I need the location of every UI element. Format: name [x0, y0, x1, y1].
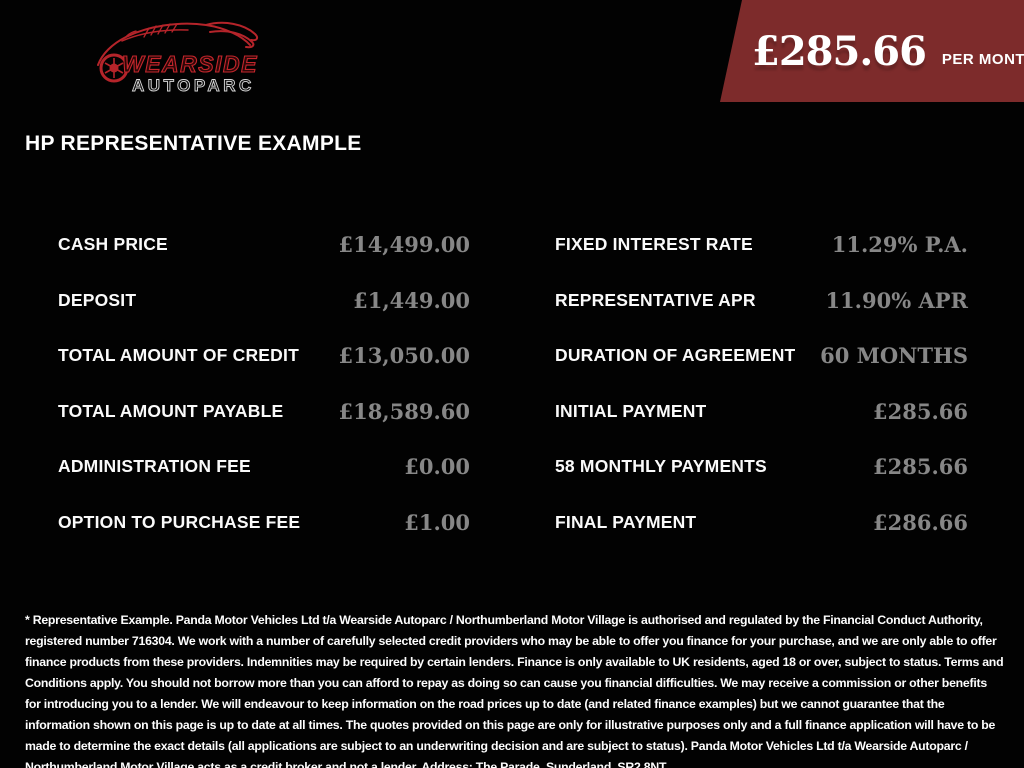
- table-row: TOTAL AMOUNT PAYABLE £18,589.60 INITIAL …: [0, 384, 1024, 440]
- table-row: DEPOSIT £1,449.00 REPRESENTATIVE APR 11.…: [0, 273, 1024, 329]
- admin-fee-label: ADMINISTRATION FEE: [58, 456, 251, 476]
- initial-payment-value: £285.66: [873, 398, 968, 424]
- price-banner: £285.66 PER MONTH*: [720, 0, 1024, 102]
- option-to-purchase-label: OPTION TO PURCHASE FEE: [58, 511, 301, 532]
- cash-price-value: £14,499.00: [338, 232, 470, 257]
- total-credit-label: TOTAL AMOUNT OF CREDIT: [58, 345, 299, 365]
- brand-name-bottom: AUTOPARC: [132, 76, 255, 95]
- table-row: TOTAL AMOUNT OF CREDIT £13,050.00 DURATI…: [0, 328, 1024, 384]
- table-row: OPTION TO PURCHASE FEE £1.00 FINAL PAYME…: [0, 495, 1024, 551]
- page-title: HP REPRESENTATIVE EXAMPLE: [25, 132, 362, 155]
- monthly-payments-value: £285.66: [873, 454, 968, 479]
- initial-payment-label: INITIAL PAYMENT: [555, 400, 707, 421]
- total-payable-value: £18,589.60: [338, 398, 470, 424]
- total-payable-label: TOTAL AMOUNT PAYABLE: [58, 400, 284, 421]
- brand-logo: WEARSIDE AUTOPARC: [92, 8, 264, 98]
- finance-table: CASH PRICE £14,499.00 FIXED INTEREST RAT…: [0, 217, 1024, 550]
- admin-fee-value: £0.00: [404, 454, 470, 479]
- deposit-label: DEPOSIT: [58, 289, 137, 310]
- disclaimer-text: * Representative Example. Panda Motor Ve…: [25, 613, 1004, 768]
- brand-wheel-icon: [99, 53, 129, 83]
- brand-logo-svg: WEARSIDE AUTOPARC: [97, 21, 259, 95]
- table-row: CASH PRICE £14,499.00 FIXED INTEREST RAT…: [0, 217, 1024, 273]
- table-row: ADMINISTRATION FEE £0.00 58 MONTHLY PAYM…: [0, 439, 1024, 495]
- final-payment-value: £286.66: [873, 509, 968, 535]
- brand-car-icon: [97, 21, 259, 66]
- per-month-label: PER MONTH*: [941, 50, 1024, 68]
- total-credit-value: £13,050.00: [338, 343, 470, 368]
- fixed-interest-rate-label: FIXED INTEREST RATE: [555, 234, 753, 254]
- cash-price-label: CASH PRICE: [58, 234, 168, 254]
- duration-value: 60 MONTHS: [820, 343, 968, 368]
- deposit-value: £1,449.00: [353, 287, 470, 313]
- representative-apr-value: 11.90% APR: [825, 287, 968, 313]
- monthly-payments-label: 58 MONTHLY PAYMENTS: [555, 456, 767, 476]
- representative-apr-label: REPRESENTATIVE APR: [555, 289, 756, 310]
- fixed-interest-rate-value: 11.29% P.A.: [831, 232, 968, 257]
- final-payment-label: FINAL PAYMENT: [555, 511, 697, 532]
- option-to-purchase-value: £1.00: [404, 509, 470, 535]
- duration-label: DURATION OF AGREEMENT: [555, 345, 796, 365]
- monthly-price: £285.66: [752, 27, 927, 75]
- brand-name-top: WEARSIDE: [122, 51, 258, 77]
